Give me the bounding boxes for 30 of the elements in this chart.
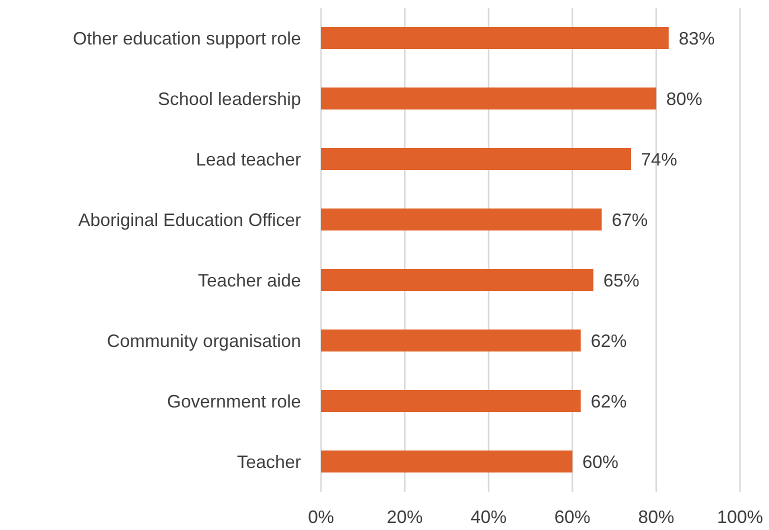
x-tick-label: 80%: [638, 506, 674, 527]
y-tick-label: Community organisation: [106, 331, 301, 352]
y-tick-label: Lead teacher: [196, 150, 301, 170]
y-tick-label: School leadership: [158, 89, 301, 110]
data-label: 74%: [641, 149, 678, 170]
data-label: 60%: [582, 452, 618, 472]
data-label: 62%: [590, 330, 627, 351]
data-label: 62%: [590, 391, 627, 412]
y-tick-label: Teacher aide: [198, 270, 301, 291]
bar: [321, 208, 602, 230]
data-label: 67%: [612, 210, 648, 230]
y-tick-label: Other education support role: [72, 28, 301, 49]
x-tick-label: 20%: [386, 506, 423, 527]
bar: [321, 27, 669, 49]
x-tick-label: 0%: [308, 506, 334, 527]
bar: [321, 330, 581, 352]
bar: [321, 88, 656, 110]
y-tick-label: Government role: [166, 392, 301, 412]
bar: [321, 148, 632, 170]
bar: [321, 450, 572, 472]
x-tick-label: 100%: [716, 506, 764, 527]
data-label: 65%: [603, 270, 640, 290]
data-label: 83%: [678, 28, 715, 48]
y-tick-label: Teacher: [236, 452, 301, 472]
x-tick-label: 60%: [554, 506, 590, 527]
data-label: 80%: [666, 88, 702, 109]
bar: [321, 390, 581, 412]
y-tick-label: Aboriginal Education Officer: [78, 210, 302, 230]
bar: [321, 269, 594, 291]
x-tick-label: 40%: [470, 506, 507, 527]
